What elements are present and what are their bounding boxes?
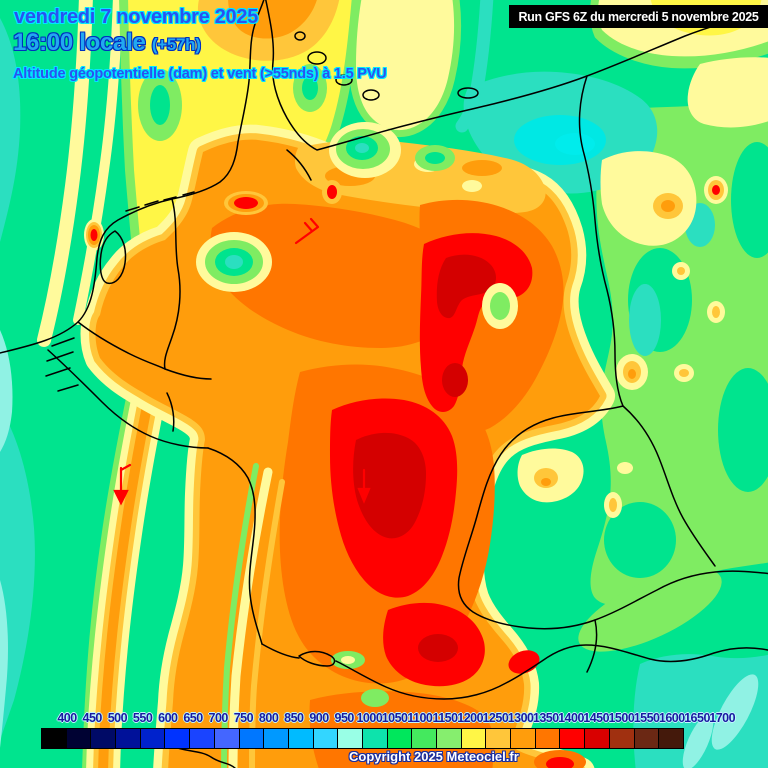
- run-info-text: Run GFS 6Z du mercredi 5 novembre 2025: [518, 9, 759, 24]
- wind-barb-icon: [113, 217, 371, 506]
- forecast-offset: (+57h): [151, 35, 201, 54]
- copyright-text: Copyright 2025 Meteociel.fr: [349, 749, 519, 764]
- forecast-time: 16:00 locale (+57h): [13, 30, 201, 55]
- map-subtitle: Altitude géopotentielle (dam) et vent (>…: [13, 66, 387, 82]
- run-info-box: Run GFS 6Z du mercredi 5 novembre 2025: [509, 5, 768, 28]
- forecast-date: vendredi 7 novembre 2025: [14, 6, 259, 28]
- forecast-time-value: 16:00 locale: [13, 29, 146, 56]
